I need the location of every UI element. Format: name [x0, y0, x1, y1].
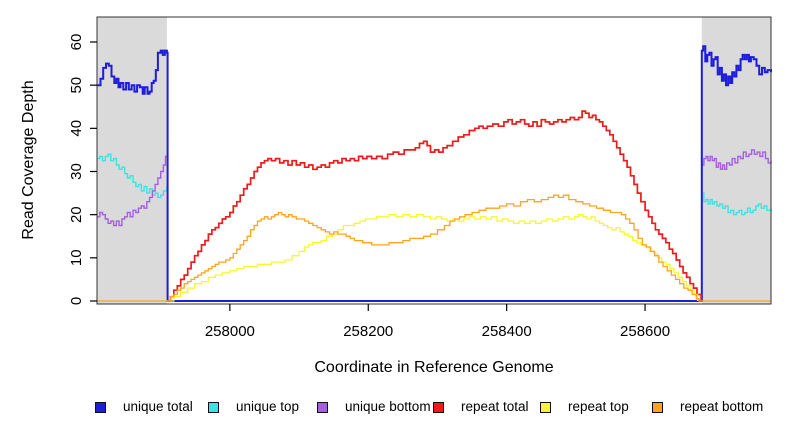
- legend-item-repeat-bottom: repeat bottom: [652, 396, 763, 418]
- legend-label: repeat total: [461, 399, 529, 414]
- legend-item-unique-total: unique total: [95, 396, 193, 418]
- axes-layer: [90, 16, 772, 311]
- legend-label: unique top: [236, 399, 300, 414]
- legend-item-unique-bottom: unique bottom: [317, 396, 431, 418]
- x-tick-label: 258600: [620, 323, 670, 340]
- legend-swatch: [95, 401, 106, 413]
- y-tick-label: 30: [68, 163, 85, 180]
- y-tick-label: 50: [68, 77, 85, 94]
- x-tick-label: 258200: [343, 323, 393, 340]
- series-unique-total: [97, 45, 772, 302]
- legend-label: repeat top: [568, 399, 629, 414]
- legend-swatch: [317, 401, 328, 413]
- legend-item-repeat-total: repeat total: [433, 396, 529, 418]
- plot-box: [96, 16, 772, 305]
- legend-item-repeat-top: repeat top: [540, 396, 629, 418]
- series-repeat-top: [166, 214, 699, 302]
- legend-swatch: [540, 401, 551, 413]
- shaded-region: [97, 17, 167, 304]
- series-unique-bottom: [97, 149, 772, 302]
- shaded-regions-layer: [97, 17, 771, 304]
- y-axis-title: Read Coverage Depth: [20, 80, 37, 239]
- y-tick-label: 0: [68, 297, 85, 305]
- y-tick-label: 10: [68, 249, 85, 266]
- x-tick-label: 258000: [205, 323, 255, 340]
- tick-labels-layer: 258000 258200 258400 258600 0 10 20 30 40 50 60: [68, 34, 670, 340]
- legend-label: unique bottom: [345, 399, 431, 414]
- series-unique-top: [97, 153, 772, 302]
- legend-item-unique-top: unique top: [208, 396, 299, 418]
- series-repeat-total: [166, 110, 702, 302]
- legend-swatch: [208, 401, 219, 413]
- legend-swatch: [433, 401, 444, 413]
- series-repeat-bottom: [97, 194, 771, 302]
- chart-legend: unique total unique top unique bottom repea…: [0, 396, 792, 420]
- legend-label: repeat bottom: [680, 399, 764, 414]
- series-layer: [97, 45, 772, 302]
- legend-swatch: [652, 401, 663, 413]
- y-tick-label: 60: [68, 34, 85, 51]
- x-axis-title: Coordinate in Reference Genome: [314, 359, 553, 376]
- y-tick-label: 40: [68, 120, 85, 137]
- x-tick-label: 258400: [482, 323, 532, 340]
- y-tick-label: 20: [68, 206, 85, 223]
- legend-label: unique total: [123, 399, 193, 414]
